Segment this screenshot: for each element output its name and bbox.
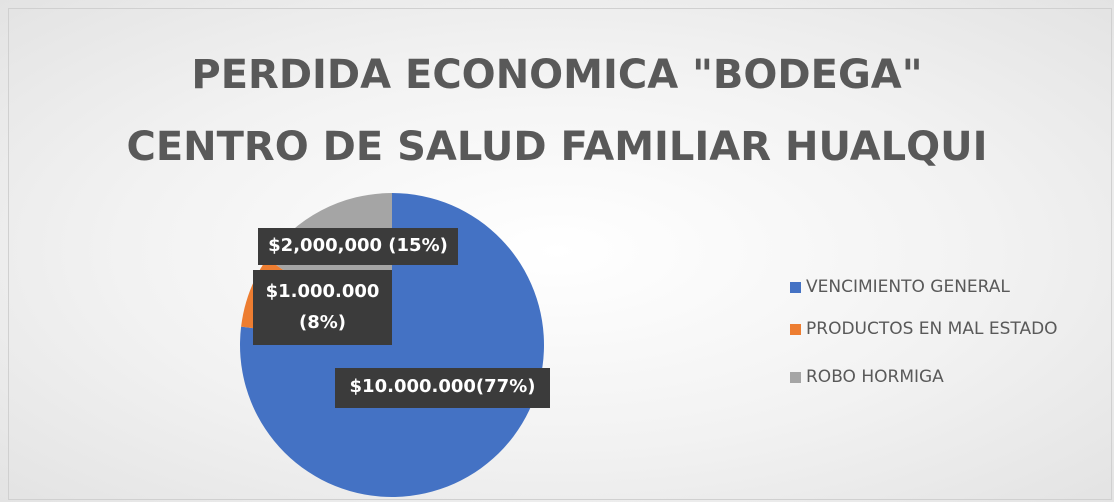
- data-label: $10.000.000(77%): [335, 368, 550, 408]
- chart-title: PERDIDA ECONOMICA "BODEGA": [191, 52, 923, 98]
- data-label: $1.000.000 (8%): [253, 270, 392, 345]
- legend-swatch: [790, 281, 801, 293]
- legend-item: VENCIMIENTO GENERAL: [790, 277, 1010, 297]
- pie-slice: [239, 193, 544, 498]
- legend-label: PRODUCTOS EN MAL ESTADO: [806, 319, 1058, 339]
- legend-item: PRODUCTOS EN MAL ESTADO: [790, 319, 1058, 339]
- chart-title: CENTRO DE SALUD FAMILIAR HUALQUI: [126, 124, 988, 170]
- data-label: $2,000,000 (15%): [258, 228, 458, 265]
- legend-label: VENCIMIENTO GENERAL: [806, 277, 1010, 297]
- chart-border: [8, 8, 1112, 500]
- legend-swatch: [790, 371, 801, 383]
- legend-swatch: [790, 323, 801, 335]
- legend-item: ROBO HORMIGA: [790, 367, 944, 387]
- legend-label: ROBO HORMIGA: [806, 367, 944, 387]
